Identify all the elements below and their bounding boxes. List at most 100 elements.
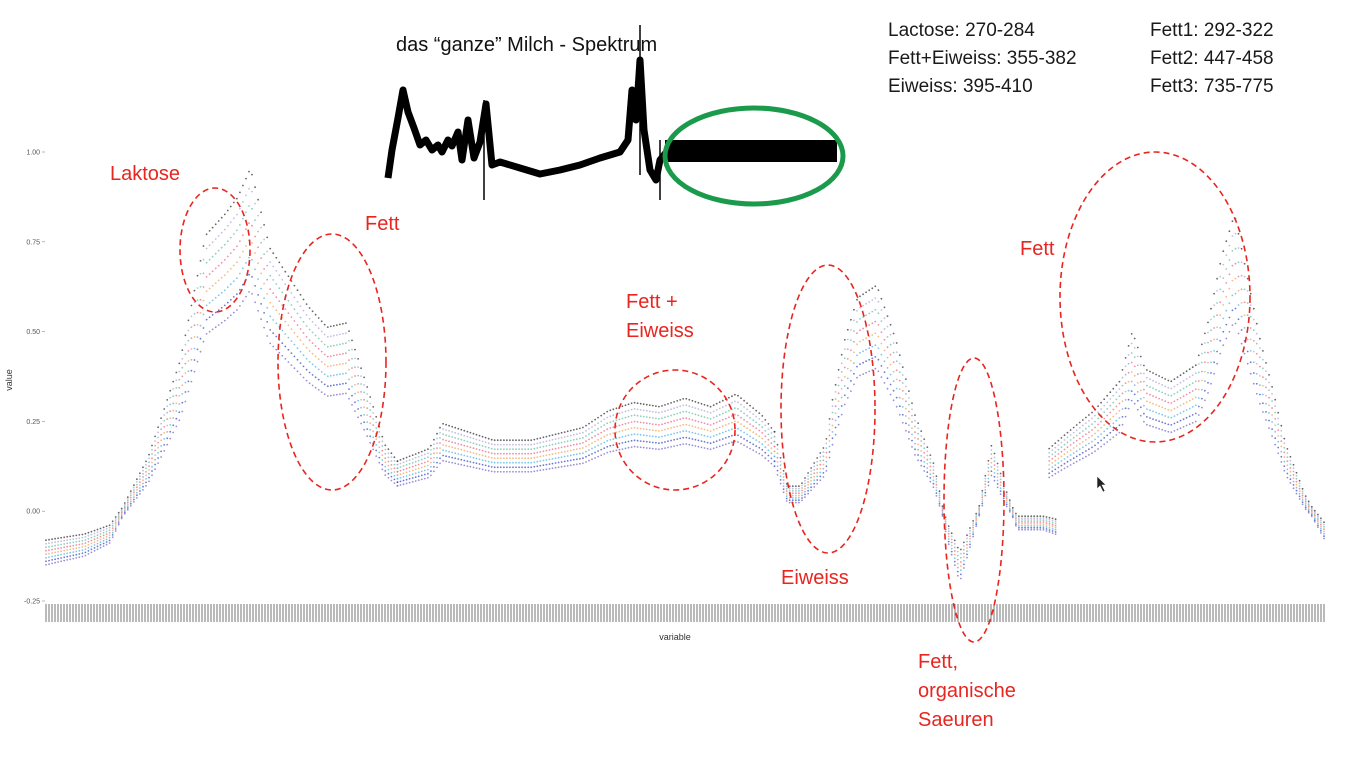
data-point [813,472,816,475]
data-point [1118,409,1121,412]
data-point [908,417,910,420]
data-point [709,405,712,408]
data-point [111,522,114,525]
data-point [1210,361,1212,364]
data-point [694,432,697,435]
data-point [1048,525,1051,527]
data-point [1036,515,1039,518]
data-point [518,457,520,460]
data-point [1310,514,1313,516]
data-point [299,350,302,353]
data-point [676,425,679,428]
data-point [1158,405,1160,407]
data-point [969,529,971,532]
data-point [208,302,211,304]
data-point [1259,337,1261,340]
data-point [1060,446,1063,448]
data-point [1280,461,1283,463]
data-point [351,357,353,360]
data-point [521,470,523,473]
data-point [102,537,105,539]
data-point [895,342,898,344]
data-point [658,448,660,451]
data-point [871,310,874,313]
data-point [75,550,78,553]
data-point [226,224,229,227]
data-point [111,531,114,534]
data-point [905,429,907,432]
data-point [938,502,941,505]
data-point [254,202,256,205]
data-point [1143,372,1145,375]
data-point [451,425,454,428]
data-point [427,476,429,479]
data-point [506,470,508,473]
data-point [883,382,886,384]
data-point [1018,521,1020,523]
data-point [281,266,284,268]
data-point [217,279,220,282]
data-point [944,530,947,533]
data-point [1036,519,1039,521]
data-point [399,466,402,468]
data-point [278,313,281,315]
data-point [728,429,730,432]
data-point [834,412,837,415]
data-point [1201,370,1203,373]
data-point [840,362,843,365]
data-point [721,406,724,408]
data-point [981,489,984,492]
data-point [278,300,281,302]
data-point [348,368,350,371]
data-point [481,445,484,447]
data-point [345,372,347,375]
data-point [1216,326,1218,329]
data-point [393,478,396,481]
data-point [1136,373,1139,376]
data-point [1274,437,1277,440]
data-point [533,470,536,473]
data-point [363,428,365,431]
data-point [396,474,399,477]
data-point [843,375,846,378]
data-point [645,422,648,425]
data-point [621,411,624,414]
data-point [396,477,399,480]
data-point [433,456,435,459]
data-point [1115,391,1118,394]
data-point [1097,435,1099,438]
data-point [667,415,669,418]
data-point [148,472,150,475]
data-point [372,406,375,408]
data-point [941,505,944,508]
data-point [1188,376,1191,378]
data-point [697,433,700,435]
data-point [1045,518,1048,520]
data-point [947,543,950,546]
data-point [257,230,259,233]
data-point [1088,454,1090,456]
data-point [1292,463,1295,466]
data-point [685,436,688,439]
data-point [1048,518,1051,521]
data-point [166,399,169,401]
data-point [862,339,864,341]
data-point [499,466,502,469]
data-point [357,391,359,394]
data-point [120,514,123,517]
data-point [393,456,396,459]
data-point [232,280,235,283]
data-point [478,453,481,456]
data-point [709,418,712,420]
data-point [569,444,572,447]
data-point [862,304,864,307]
data-point [563,455,566,458]
data-point [1301,487,1304,490]
data-point [1197,405,1200,408]
data-point [1234,247,1237,250]
data-point [1323,523,1325,526]
data-point [920,454,923,457]
data-point [975,518,978,520]
data-point [199,285,202,288]
data-point [1018,515,1020,518]
